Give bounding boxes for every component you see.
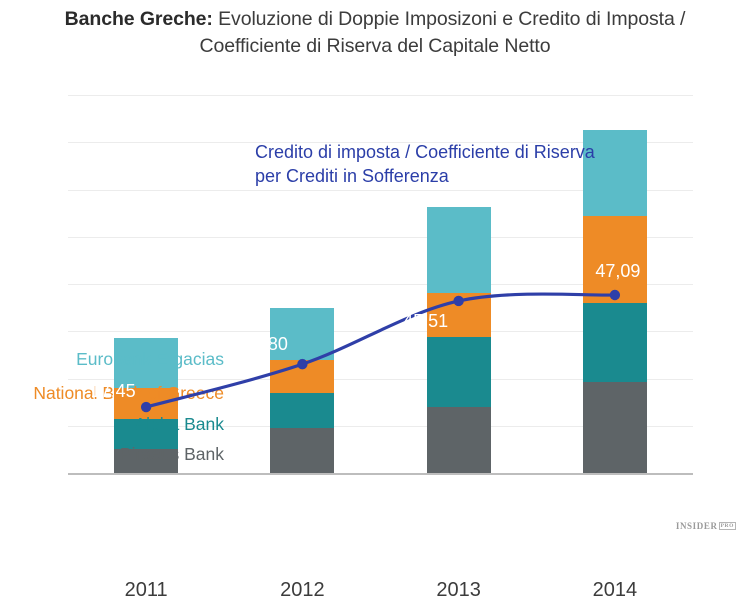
annotation-line-2: per Crediti in Sofferenza <box>255 166 449 186</box>
line-data-point[interactable] <box>297 358 308 370</box>
legend-item-4: Piraeus Bank <box>119 444 224 465</box>
logo-superscript: PRO <box>718 522 736 530</box>
legend-item-1: Eurobank Ergacias <box>76 349 224 370</box>
gridline <box>68 378 693 380</box>
data-point-label: 28,80 <box>242 334 288 355</box>
bar-segment[interactable] <box>270 307 335 360</box>
line-data-point[interactable] <box>140 401 152 413</box>
line-series-layer <box>140 289 621 413</box>
annotation-line-1: Credito di imposta / Coefficiente di Ris… <box>255 142 595 162</box>
bar-segment[interactable] <box>582 130 647 216</box>
x-axis-baseline <box>68 473 693 475</box>
logo-word: INSIDER <box>675 521 718 531</box>
bar-segment[interactable] <box>114 338 179 388</box>
data-point-label: 45,51 <box>403 310 449 331</box>
x-axis-tick-label: 2014 <box>592 579 638 601</box>
title-remainder: Evoluzione di Doppie Imposizoni e Credit… <box>212 8 686 30</box>
bar-segment[interactable] <box>270 428 335 473</box>
bar-segment[interactable] <box>426 337 491 407</box>
bar-segment[interactable] <box>582 302 647 383</box>
chart-title: Banche Greche: Evoluzione di Doppie Impo… <box>0 6 750 60</box>
gridline <box>68 425 693 427</box>
title-line-1: Banche Greche: Evoluzione di Doppie Impo… <box>0 6 750 33</box>
insider-logo: INSIDER PRO <box>676 521 736 531</box>
gridline <box>68 284 693 285</box>
bar-segment[interactable] <box>114 418 179 450</box>
gridline <box>68 236 693 238</box>
bar-stack[interactable] <box>114 338 179 473</box>
data-point-label: 47,09 <box>595 260 641 281</box>
x-axis-tick-label: 2012 <box>280 579 325 601</box>
legend-item-3: Alpha Bank <box>134 413 224 434</box>
bar-segment[interactable] <box>270 392 335 429</box>
x-axis-tick-label: 2011 <box>124 579 168 601</box>
gridline-top <box>68 95 693 96</box>
line-data-point[interactable] <box>453 295 464 307</box>
gridline <box>68 142 693 144</box>
line-series-path <box>144 292 617 409</box>
x-axis-tick-label: 2013 <box>436 579 481 601</box>
bar-segment[interactable] <box>426 406 491 473</box>
annotation-text: Credito di imposta / Coefficiente di Ris… <box>255 140 625 188</box>
line-data-point[interactable] <box>609 289 621 301</box>
gridline <box>68 189 693 191</box>
title-line-2: Coefficiente di Riserva del Capitale Net… <box>199 35 551 57</box>
bar-segment[interactable] <box>114 449 179 473</box>
bar-segment[interactable] <box>582 382 647 473</box>
data-point-label: 17,45 <box>90 381 136 402</box>
title-emphasis: Banche Greche: <box>64 8 213 30</box>
bar-stack[interactable] <box>582 130 647 473</box>
bar-segment[interactable] <box>426 207 491 294</box>
bar-segment[interactable] <box>582 215 647 303</box>
